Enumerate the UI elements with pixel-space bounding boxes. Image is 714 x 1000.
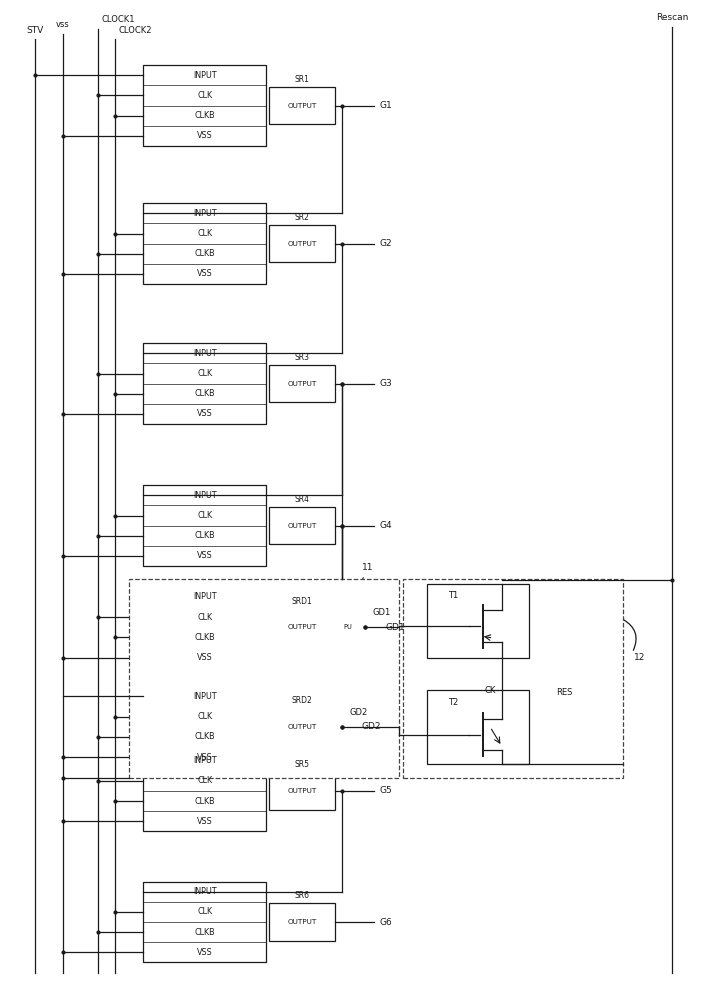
Text: G3: G3 <box>379 379 392 388</box>
Bar <box>144 587 266 668</box>
Text: G5: G5 <box>379 786 392 795</box>
Text: CLOCK1: CLOCK1 <box>101 15 135 24</box>
Text: T1: T1 <box>448 591 458 600</box>
Bar <box>427 690 528 764</box>
Bar <box>268 772 336 810</box>
Text: INPUT: INPUT <box>193 592 216 601</box>
Text: SR5: SR5 <box>295 760 310 769</box>
Text: SR4: SR4 <box>295 495 310 504</box>
Text: SR6: SR6 <box>295 891 310 900</box>
Text: T2: T2 <box>448 698 458 707</box>
Text: VSS: VSS <box>197 753 213 762</box>
Text: OUTPUT: OUTPUT <box>288 624 317 630</box>
Text: INPUT: INPUT <box>193 71 216 80</box>
Text: G4: G4 <box>379 521 392 530</box>
Text: G1: G1 <box>379 101 392 110</box>
Text: VSS: VSS <box>197 131 213 140</box>
Text: VSS: VSS <box>197 551 213 560</box>
Bar <box>268 225 336 262</box>
Text: GD1: GD1 <box>385 623 405 632</box>
Text: CLK: CLK <box>197 511 212 520</box>
Text: CLK: CLK <box>197 91 212 100</box>
Text: INPUT: INPUT <box>193 349 216 358</box>
Bar <box>268 87 336 124</box>
Text: SRD2: SRD2 <box>291 696 313 705</box>
Text: INPUT: INPUT <box>193 756 216 765</box>
Bar <box>129 579 399 778</box>
Bar <box>268 708 336 745</box>
Text: SRD1: SRD1 <box>291 597 313 606</box>
Text: SR3: SR3 <box>295 353 310 362</box>
Text: GD1: GD1 <box>373 608 391 617</box>
Text: 11: 11 <box>362 563 373 572</box>
Bar <box>144 343 266 424</box>
FancyArrowPatch shape <box>555 701 563 717</box>
Bar <box>144 203 266 284</box>
Text: G6: G6 <box>379 918 392 927</box>
Text: VSS: VSS <box>197 269 213 278</box>
Text: OUTPUT: OUTPUT <box>288 103 317 109</box>
Text: INPUT: INPUT <box>193 887 216 896</box>
Text: INPUT: INPUT <box>193 692 216 701</box>
Text: CLOCK2: CLOCK2 <box>119 26 153 35</box>
Text: VSS: VSS <box>197 653 213 662</box>
Text: VSS: VSS <box>197 817 213 826</box>
Text: CLKB: CLKB <box>194 531 215 540</box>
Text: CLKB: CLKB <box>194 732 215 741</box>
Text: CLKB: CLKB <box>194 928 215 937</box>
Text: CLKB: CLKB <box>194 633 215 642</box>
Text: 12: 12 <box>633 653 645 662</box>
Text: CLKB: CLKB <box>194 389 215 398</box>
Text: CLK: CLK <box>197 776 212 785</box>
Text: SR1: SR1 <box>295 75 309 84</box>
Text: GD2: GD2 <box>362 722 381 731</box>
Text: OUTPUT: OUTPUT <box>288 381 317 387</box>
Bar <box>268 507 336 544</box>
Text: Rescan: Rescan <box>656 13 688 22</box>
Bar <box>144 882 266 962</box>
Bar <box>144 485 266 566</box>
Text: RES: RES <box>556 688 573 697</box>
Text: CLKB: CLKB <box>194 249 215 258</box>
FancyArrowPatch shape <box>623 620 636 650</box>
Text: CK: CK <box>484 686 496 695</box>
Text: INPUT: INPUT <box>193 491 216 500</box>
Bar <box>427 584 528 658</box>
Bar <box>268 903 336 941</box>
Text: GD2: GD2 <box>349 708 368 717</box>
Bar <box>338 617 358 637</box>
Text: CLKB: CLKB <box>194 111 215 120</box>
Text: VSS: VSS <box>197 409 213 418</box>
Text: INPUT: INPUT <box>193 209 216 218</box>
Bar <box>403 579 623 778</box>
Text: OUTPUT: OUTPUT <box>288 241 317 247</box>
Text: CLK: CLK <box>197 229 212 238</box>
Text: SR2: SR2 <box>295 213 309 222</box>
Text: OUTPUT: OUTPUT <box>288 523 317 529</box>
Text: CLKB: CLKB <box>194 797 215 806</box>
Text: OUTPUT: OUTPUT <box>288 919 317 925</box>
Bar <box>268 609 336 646</box>
Text: vss: vss <box>56 20 70 29</box>
Text: OUTPUT: OUTPUT <box>288 724 317 730</box>
Text: STV: STV <box>26 26 44 35</box>
Bar <box>144 686 266 767</box>
Text: VSS: VSS <box>197 948 213 957</box>
FancyArrowPatch shape <box>346 578 363 592</box>
Text: G2: G2 <box>379 239 392 248</box>
Text: OUTPUT: OUTPUT <box>288 788 317 794</box>
Text: PU: PU <box>343 624 352 630</box>
Bar <box>268 365 336 402</box>
Bar <box>144 750 266 831</box>
Text: CLK: CLK <box>197 613 212 622</box>
Text: CLK: CLK <box>197 369 212 378</box>
Text: CLK: CLK <box>197 712 212 721</box>
Bar <box>144 65 266 146</box>
Text: CLK: CLK <box>197 907 212 916</box>
